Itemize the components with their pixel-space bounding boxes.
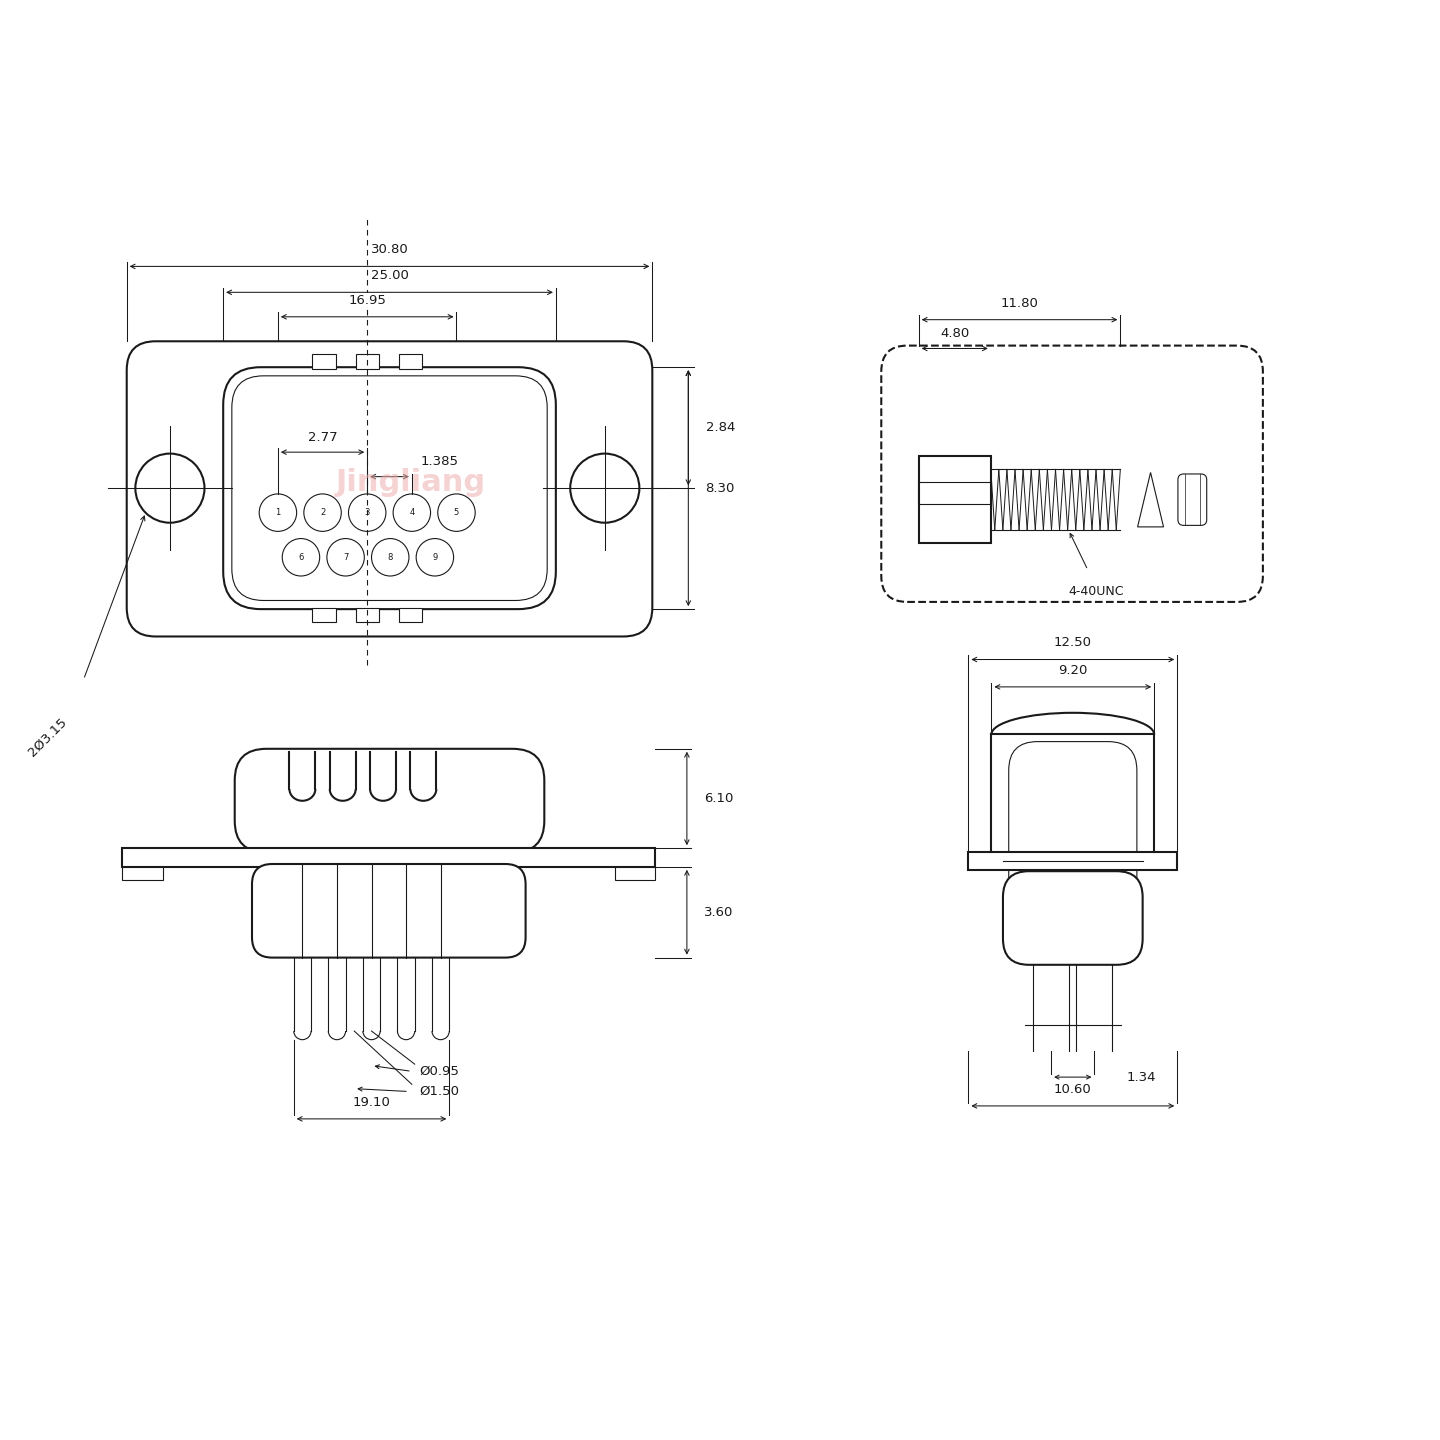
Text: 8: 8 xyxy=(387,553,393,562)
Text: 2Ø3.15: 2Ø3.15 xyxy=(26,716,69,759)
Bar xyxy=(122,848,655,867)
Text: 12.50: 12.50 xyxy=(1054,636,1092,649)
Text: 2: 2 xyxy=(320,508,325,517)
Bar xyxy=(356,354,379,369)
Bar xyxy=(615,867,655,880)
FancyBboxPatch shape xyxy=(223,367,556,609)
Circle shape xyxy=(348,494,386,531)
Circle shape xyxy=(393,494,431,531)
Text: 1: 1 xyxy=(275,508,281,517)
Bar xyxy=(399,354,422,369)
Text: 2.77: 2.77 xyxy=(308,431,337,444)
Polygon shape xyxy=(1138,472,1164,527)
Text: 4-40UNC: 4-40UNC xyxy=(1068,585,1125,598)
Text: 3.60: 3.60 xyxy=(704,906,733,919)
Text: 19.10: 19.10 xyxy=(353,1096,390,1109)
FancyBboxPatch shape xyxy=(1178,474,1207,526)
FancyBboxPatch shape xyxy=(252,864,526,958)
Text: 2.84: 2.84 xyxy=(706,420,734,435)
Bar xyxy=(122,867,163,880)
Text: 9.20: 9.20 xyxy=(1058,664,1087,677)
Bar xyxy=(919,482,991,504)
Bar xyxy=(312,608,336,622)
Circle shape xyxy=(416,539,454,576)
Bar xyxy=(968,852,1178,870)
Text: 1.34: 1.34 xyxy=(1126,1070,1155,1084)
Text: Jingliang: Jingliang xyxy=(336,468,485,497)
Text: 7: 7 xyxy=(343,553,348,562)
Text: Ø0.95: Ø0.95 xyxy=(419,1064,459,1079)
Text: 16.95: 16.95 xyxy=(348,294,386,307)
Text: 1.385: 1.385 xyxy=(420,455,459,468)
Circle shape xyxy=(282,539,320,576)
Text: 11.80: 11.80 xyxy=(1001,297,1038,310)
Bar xyxy=(919,456,991,543)
Circle shape xyxy=(372,539,409,576)
Circle shape xyxy=(135,454,204,523)
Text: 10.60: 10.60 xyxy=(1054,1083,1092,1096)
Circle shape xyxy=(259,494,297,531)
Bar xyxy=(312,354,336,369)
Circle shape xyxy=(570,454,639,523)
Text: 5: 5 xyxy=(454,508,459,517)
Text: 8.30: 8.30 xyxy=(706,481,734,495)
Text: 25.00: 25.00 xyxy=(370,269,409,282)
Text: 9: 9 xyxy=(432,553,438,562)
Circle shape xyxy=(438,494,475,531)
Text: 3: 3 xyxy=(364,508,370,517)
Text: 4.80: 4.80 xyxy=(940,327,969,340)
FancyBboxPatch shape xyxy=(232,376,547,600)
FancyBboxPatch shape xyxy=(235,749,544,852)
Text: 6: 6 xyxy=(298,553,304,562)
Circle shape xyxy=(327,539,364,576)
Bar xyxy=(356,608,379,622)
FancyBboxPatch shape xyxy=(1002,871,1143,965)
Text: 30.80: 30.80 xyxy=(370,243,409,256)
FancyBboxPatch shape xyxy=(1008,742,1138,950)
Bar xyxy=(399,608,422,622)
Text: Ø1.50: Ø1.50 xyxy=(419,1084,459,1099)
Circle shape xyxy=(304,494,341,531)
FancyBboxPatch shape xyxy=(127,341,652,636)
Text: 4: 4 xyxy=(409,508,415,517)
FancyBboxPatch shape xyxy=(881,346,1263,602)
Text: 6.10: 6.10 xyxy=(704,792,733,805)
